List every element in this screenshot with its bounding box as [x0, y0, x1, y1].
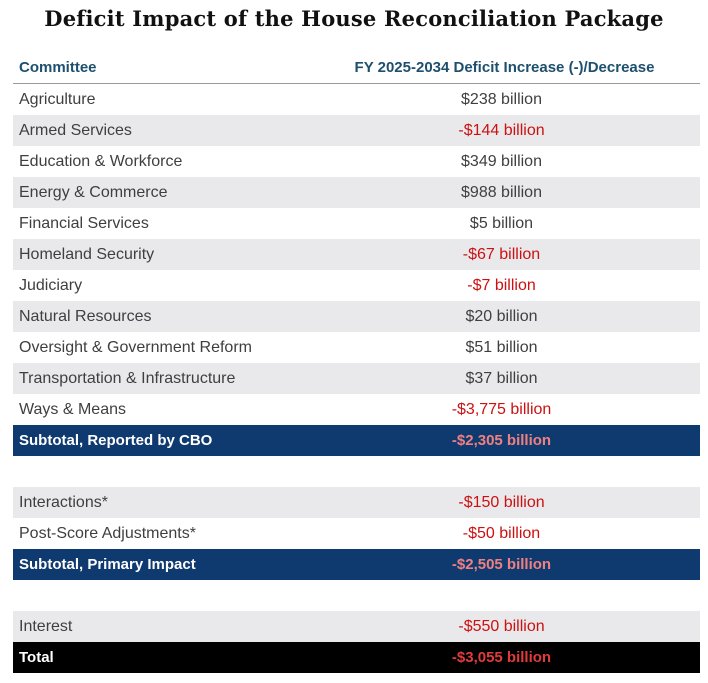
impact-value: $238 billion	[461, 90, 542, 108]
spacer	[13, 580, 700, 611]
committee-name: Oversight & Government Reform	[19, 338, 252, 356]
subtotal-label: Subtotal, Reported by CBO	[19, 432, 213, 449]
impact-value: $37 billion	[465, 369, 538, 387]
interest-row: Interest -$550 billion	[13, 611, 700, 642]
impact-value: $349 billion	[461, 152, 542, 170]
deficit-table: Committee FY 2025-2034 Deficit Increase …	[13, 52, 700, 673]
table-row: Ways & Means -$3,775 billion	[13, 394, 700, 425]
committee-name: Natural Resources	[19, 307, 152, 325]
adjustment-value: -$150 billion	[458, 493, 545, 511]
committee-name: Armed Services	[19, 121, 132, 139]
table-row: Homeland Security -$67 billion	[13, 239, 700, 270]
table-row: Energy & Commerce $988 billion	[13, 177, 700, 208]
impact-value: $5 billion	[469, 214, 534, 232]
impact-value: -$67 billion	[462, 245, 541, 263]
committee-name: Ways & Means	[19, 400, 126, 418]
impact-value: -$3,775 billion	[451, 400, 552, 418]
header-committee: Committee	[19, 59, 97, 76]
table-row: Natural Resources $20 billion	[13, 301, 700, 332]
committee-name: Judiciary	[19, 276, 83, 294]
impact-value: -$7 billion	[467, 276, 536, 294]
committee-name: Financial Services	[19, 214, 149, 232]
committee-name: Homeland Security	[19, 245, 155, 263]
table-row: Transportation & Infrastructure $37 bill…	[13, 363, 700, 394]
adjustment-name: Post-Score Adjustments*	[19, 524, 196, 542]
table-row: Armed Services -$144 billion	[13, 115, 700, 146]
subtotal-cbo-row: Subtotal, Reported by CBO -$2,305 billio…	[13, 425, 700, 456]
table-row: Judiciary -$7 billion	[13, 270, 700, 301]
table-row: Oversight & Government Reform $51 billio…	[13, 332, 700, 363]
total-row: Total -$3,055 billion	[13, 642, 700, 673]
impact-value: $988 billion	[461, 183, 542, 201]
adjustment-name: Interactions*	[19, 493, 108, 511]
committee-name: Education & Workforce	[19, 152, 183, 170]
total-label: Total	[19, 649, 54, 666]
table-row: Education & Workforce $349 billion	[13, 146, 700, 177]
subtotal-value: -$2,505 billion	[451, 556, 552, 573]
table-row: Financial Services $5 billion	[13, 208, 700, 239]
subtotal-primary-row: Subtotal, Primary Impact -$2,505 billion	[13, 549, 700, 580]
impact-value: $20 billion	[465, 307, 538, 325]
page-title: Deficit Impact of the House Reconciliati…	[44, 6, 664, 31]
subtotal-value: -$2,305 billion	[451, 432, 552, 449]
subtotal-label: Subtotal, Primary Impact	[19, 556, 196, 573]
total-value: -$3,055 billion	[451, 649, 552, 666]
header-impact: FY 2025-2034 Deficit Increase (-)/Decrea…	[354, 59, 655, 76]
committee-name: Transportation & Infrastructure	[19, 369, 236, 387]
table-row: Agriculture $238 billion	[13, 84, 700, 115]
committee-name: Energy & Commerce	[19, 183, 168, 201]
spacer	[13, 456, 700, 487]
interest-value: -$550 billion	[458, 617, 545, 635]
impact-value: -$144 billion	[458, 121, 545, 139]
interest-label: Interest	[19, 617, 73, 635]
table-row: Interactions* -$150 billion	[13, 487, 700, 518]
table-header: Committee FY 2025-2034 Deficit Increase …	[13, 52, 700, 84]
table-row: Post-Score Adjustments* -$50 billion	[13, 518, 700, 549]
committee-name: Agriculture	[19, 90, 96, 108]
impact-value: $51 billion	[465, 338, 538, 356]
adjustment-value: -$50 billion	[462, 524, 541, 542]
